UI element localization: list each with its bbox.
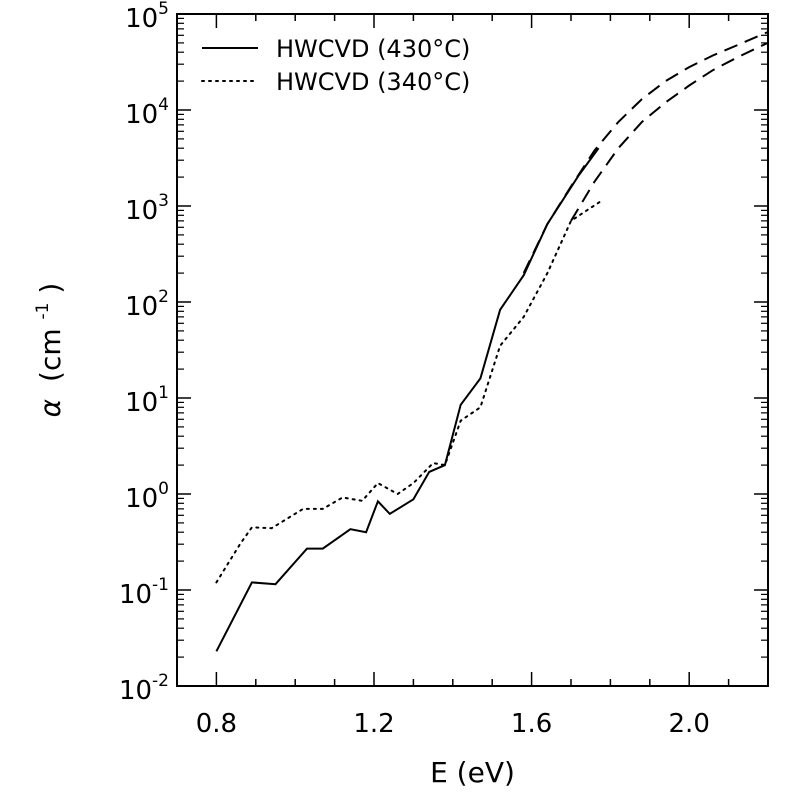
- x-tick-label: 1.2: [353, 709, 394, 739]
- series-line-dashed-4: [570, 41, 768, 222]
- y-tick-label: 105: [125, 0, 169, 34]
- y-axis-symbol: α: [34, 398, 67, 417]
- y-axis-unit-close: ): [34, 283, 67, 294]
- legend: HWCVD (430°C) HWCVD (340°C): [201, 35, 470, 96]
- y-tick-label: 10-2: [119, 671, 169, 706]
- x-tick-label: 2.0: [669, 709, 710, 739]
- x-tick-labels: 0.8 1.2 1.6 2.0: [196, 709, 710, 739]
- series-line-dotted-2: [215, 199, 604, 584]
- axis-ticks: [176, 13, 769, 687]
- y-tick-label: 102: [125, 287, 169, 322]
- y-axis-label: α (cm -1 ): [22, 283, 67, 418]
- y-axis-unit: (cm: [34, 328, 67, 382]
- x-tick-label: 0.8: [196, 709, 237, 739]
- series-line-dashed-3: [522, 31, 768, 274]
- y-tick-label: 104: [125, 95, 169, 130]
- y-tick-label: 103: [125, 191, 169, 226]
- y-tick-label: 100: [125, 479, 169, 514]
- y-axis-unit-exponent: -1: [33, 303, 53, 320]
- y-tick-label: 10-1: [119, 575, 169, 610]
- plot-frame: [176, 13, 769, 687]
- y-tick-label: 101: [125, 383, 169, 418]
- plot-lines: [215, 31, 768, 652]
- series-line-solid-1: [215, 147, 600, 652]
- x-axis-label: E (eV): [430, 756, 515, 789]
- legend-label: HWCVD (340°C): [276, 68, 470, 96]
- y-tick-labels: 10-2 10-1 100 101 102 103 104 105: [119, 0, 169, 706]
- x-tick-label: 1.6: [511, 709, 552, 739]
- legend-label: HWCVD (430°C): [276, 35, 470, 63]
